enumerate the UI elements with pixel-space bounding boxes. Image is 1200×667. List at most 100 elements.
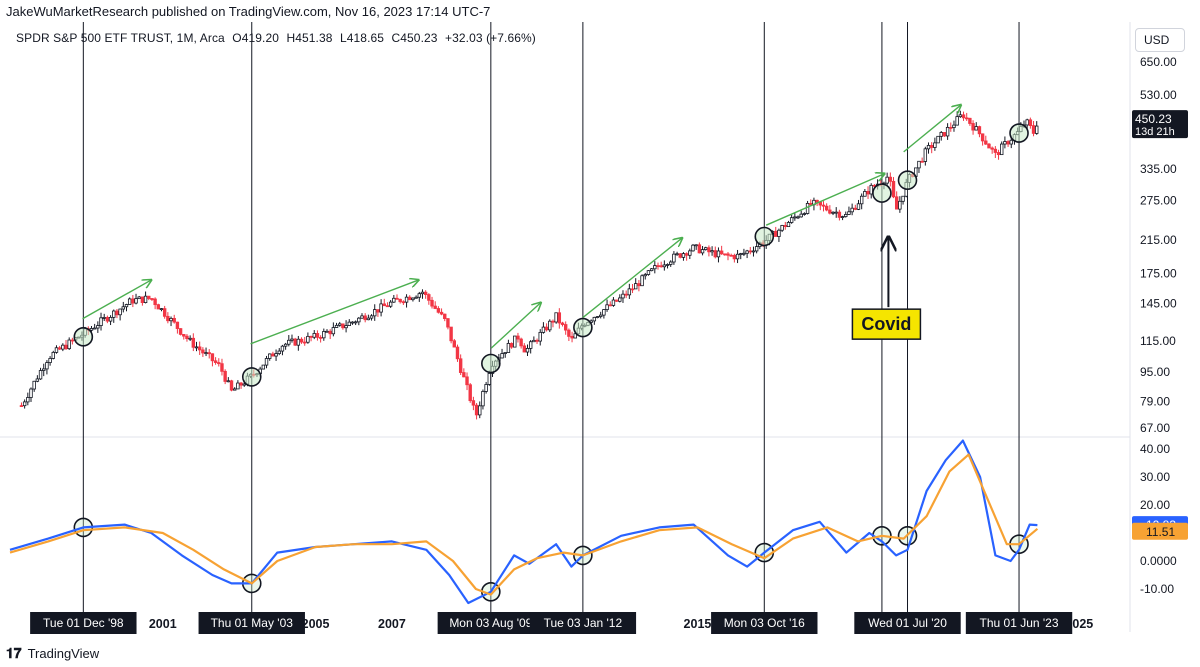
candle-body: [449, 326, 453, 342]
candle-body: [303, 341, 307, 344]
macd-axis-tick-label: 0.0000: [1140, 554, 1177, 568]
candle-body: [516, 335, 520, 340]
candle-body: [500, 353, 504, 359]
candle-body: [96, 325, 100, 329]
candle-body: [140, 296, 145, 303]
high-value: H451.38: [286, 31, 333, 45]
candle-body: [665, 264, 670, 266]
candle-body: [70, 339, 75, 342]
candle-body: [433, 305, 437, 309]
candle-body: [802, 213, 807, 215]
candle-body: [707, 247, 711, 253]
price-circle-marker: [872, 183, 892, 203]
candle-body: [739, 253, 743, 256]
candle-body: [799, 213, 803, 218]
candle-body: [570, 335, 574, 339]
candle-body: [102, 317, 106, 319]
candle-body: [172, 317, 176, 323]
candle-body: [1009, 139, 1013, 145]
price-axis-tick-label: 650.00: [1140, 55, 1177, 69]
candle-body: [974, 126, 978, 131]
symbol-legend: SPDR S&P 500 ETF TRUST, 1M, Arca O419.20…: [16, 31, 540, 45]
candle-body: [376, 309, 380, 313]
x-axis-year-label: 2015: [684, 617, 712, 631]
candle-body: [204, 352, 208, 355]
candle-body: [551, 320, 555, 323]
candle-body: [382, 303, 386, 307]
candle-body: [452, 340, 456, 348]
candle-body: [430, 299, 434, 307]
candle-body: [115, 310, 119, 316]
candle-body: [309, 335, 313, 338]
candle-body: [662, 264, 667, 268]
candle-body: [420, 291, 425, 295]
currency-button[interactable]: USD: [1135, 28, 1185, 52]
candle-body: [637, 283, 641, 287]
candle-body: [436, 308, 441, 313]
candle-body: [681, 253, 686, 258]
macd-axis-tick-label: 30.00: [1140, 470, 1170, 484]
candle-body: [401, 301, 406, 304]
candle-body: [131, 298, 135, 304]
candle-body: [35, 378, 40, 382]
candle-body: [220, 363, 224, 372]
candle-body: [831, 211, 835, 214]
candle-body: [700, 249, 705, 254]
candle-body: [417, 293, 421, 298]
candle-body: [789, 217, 794, 223]
signal-line: [9, 453, 1039, 596]
candle-body: [754, 246, 759, 252]
candle-body: [210, 353, 215, 362]
candle-body: [363, 315, 367, 321]
candle-body: [147, 295, 151, 299]
candle-body: [595, 316, 600, 318]
trend-arrow: [903, 105, 961, 153]
candle-body: [159, 308, 164, 311]
candle-body: [446, 318, 450, 328]
footer: 𝟏𝟕 TradingView: [6, 645, 99, 662]
current-price-value: 450.23: [1135, 112, 1172, 126]
candle-body: [108, 316, 113, 322]
candle-body: [729, 254, 733, 257]
candle-body: [153, 298, 157, 306]
candle-body: [958, 114, 963, 118]
candle-body: [863, 191, 867, 197]
candle-body: [61, 344, 65, 350]
candle-body: [38, 370, 43, 380]
x-axis-year-label: 2005: [302, 617, 330, 631]
candle-body: [917, 160, 921, 169]
candle-body: [936, 135, 940, 144]
candle-body: [506, 343, 511, 353]
candle-body: [411, 297, 415, 301]
x-axis-year-label: 2025: [1065, 617, 1093, 631]
change-value: +32.03 (+7.66%): [445, 31, 536, 45]
candle-body: [669, 261, 673, 265]
candle-body: [640, 275, 644, 287]
candle-body: [89, 328, 94, 331]
price-axis-tick-label: 175.00: [1140, 266, 1177, 280]
candle-body: [614, 299, 619, 302]
candle-body: [369, 315, 374, 319]
candle-body: [945, 126, 950, 137]
covid-label: Covid: [861, 314, 911, 334]
candle-body: [484, 384, 488, 392]
candle-body: [748, 250, 752, 253]
candle-body: [796, 216, 800, 219]
candle-body: [780, 225, 784, 231]
candle-body: [824, 205, 829, 211]
candle-body: [379, 303, 383, 313]
candle-body: [242, 383, 246, 386]
candle-body: [236, 382, 240, 390]
candle-body: [1000, 143, 1004, 156]
candle-body: [732, 254, 737, 260]
candle-body: [774, 230, 778, 237]
candle-body: [735, 253, 740, 260]
candle-body: [468, 384, 472, 402]
candle-body: [1006, 141, 1010, 145]
candle-body: [898, 200, 902, 210]
candle-body: [837, 211, 842, 218]
candle-countdown: 13d 21h: [1135, 126, 1175, 138]
candle-body: [965, 117, 969, 120]
candle-body: [866, 191, 870, 195]
